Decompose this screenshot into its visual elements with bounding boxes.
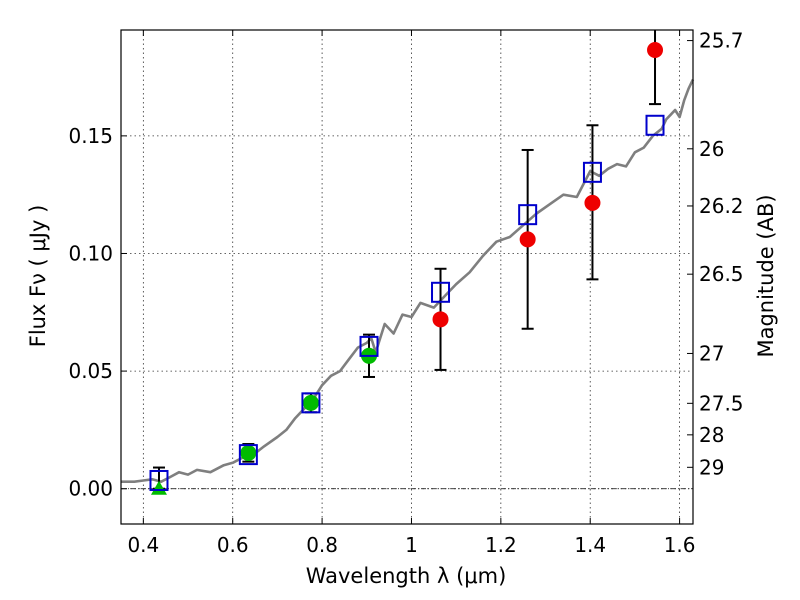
flux-point [647, 41, 664, 58]
model-flux-square [238, 444, 258, 466]
model-flux-square [645, 114, 665, 136]
flux-point [302, 394, 319, 411]
mag-tick-label: 26 [699, 137, 724, 161]
upper-limit-triangle [150, 480, 167, 495]
x-tick-label: 1.6 [664, 533, 696, 557]
flux-point [584, 194, 601, 211]
mag-tick-label: 27 [699, 341, 724, 365]
flux-point [240, 444, 257, 461]
flux-point [432, 311, 449, 328]
x-tick-label: 1 [405, 533, 418, 557]
model-flux-square [518, 204, 538, 226]
y-tick-label: 0.05 [68, 359, 113, 383]
mag-tick-label: 25.7 [699, 29, 744, 53]
mag-tick-label: 27.5 [699, 391, 744, 415]
y-tick-label: 0.15 [68, 124, 113, 148]
y-tick-label: 0.00 [68, 477, 113, 501]
model-flux-square [431, 281, 451, 303]
ticks-layer: 0.4 0.6 0.8 1 1.2 1.4 1.6 0.00 0.05 0.10 0.15 25.7 2… [68, 29, 743, 557]
x-tick-label: 1.4 [574, 533, 606, 557]
mag-tick-label: 29 [699, 455, 724, 479]
mag-tick-label: 26.2 [699, 194, 744, 218]
plot-frame [120, 29, 694, 525]
model-flux-square [582, 161, 602, 183]
model-flux-square [301, 392, 321, 414]
x-axis-label: Wavelength λ (μm) [306, 564, 507, 588]
mag-tick-label: 26.5 [699, 262, 744, 286]
y-axis-label: Flux Fν ( μJy ) [26, 205, 50, 348]
model-flux-square [359, 335, 379, 357]
x-tick-label: 0.8 [306, 533, 338, 557]
grid-layer [121, 30, 693, 524]
x-tick-label: 1.2 [485, 533, 517, 557]
x-tick-label: 0.6 [217, 533, 249, 557]
flux-point [519, 231, 536, 248]
model-spectrum-line [121, 78, 695, 484]
marks-layer [149, 30, 665, 495]
right-axis-label: Magnitude (AB) [754, 194, 778, 357]
mag-tick-label: 28 [699, 423, 724, 447]
model-layer [121, 78, 695, 484]
y-tick-label: 0.10 [68, 241, 113, 265]
model-flux-square [149, 469, 169, 491]
x-tick-label: 0.4 [127, 533, 159, 557]
